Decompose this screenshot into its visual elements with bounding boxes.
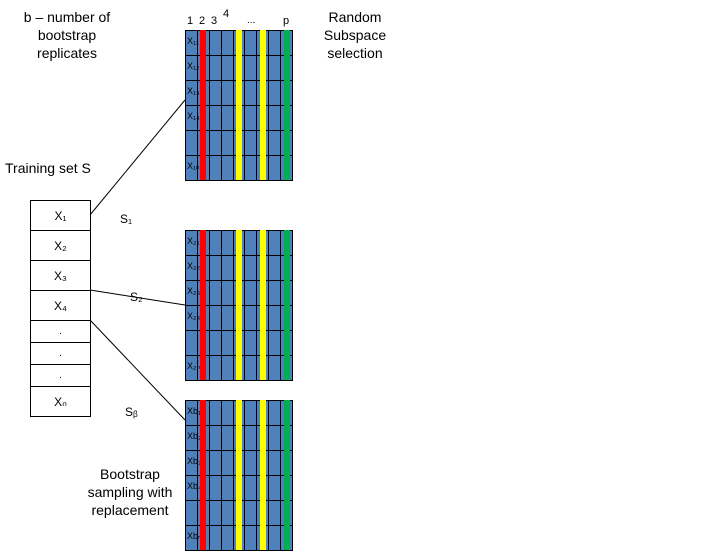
matrix-row-label: X₂₂ bbox=[187, 261, 200, 271]
training-cell: Xₙ bbox=[31, 387, 91, 417]
subset-matrix: Xb₁Xb₂Xb₃Xb₄Xbₙ bbox=[185, 400, 293, 550]
bootstrap-replicates-label: b – number of bootstrap replicates bbox=[12, 8, 122, 63]
feature-stripe bbox=[236, 400, 242, 550]
matrix-row-label: X₂ₙ bbox=[187, 361, 200, 372]
feature-stripe bbox=[284, 400, 290, 550]
feature-stripe bbox=[236, 30, 242, 180]
feature-stripe bbox=[260, 30, 266, 180]
col-header: 3 bbox=[211, 15, 217, 27]
bootstrap-sampling-label: Bootstrap sampling with replacement bbox=[75, 465, 185, 520]
training-cell: . bbox=[31, 321, 91, 343]
feature-stripe bbox=[200, 30, 206, 180]
col-header: 2 bbox=[199, 15, 205, 27]
matrix-row-label: X₁ₙ bbox=[187, 161, 200, 172]
matrix-row-label: X₁₃ bbox=[187, 86, 200, 96]
random-subspace-label: Random Subspace selection bbox=[310, 8, 400, 63]
matrix-row-label: X₂₁ bbox=[187, 236, 200, 246]
feature-stripe bbox=[200, 400, 206, 550]
training-cell: X₃ bbox=[31, 261, 91, 291]
col-header: ... bbox=[247, 15, 255, 26]
feature-stripe bbox=[260, 230, 266, 380]
col-header: 4 bbox=[223, 8, 229, 20]
training-set-label: Training set S bbox=[5, 160, 91, 176]
feature-stripe bbox=[260, 400, 266, 550]
training-cell: . bbox=[31, 365, 91, 387]
connector-lines bbox=[0, 0, 720, 540]
feature-stripe bbox=[236, 230, 242, 380]
feature-stripe bbox=[200, 230, 206, 380]
col-header: p bbox=[283, 15, 289, 27]
training-cell: . bbox=[31, 343, 91, 365]
subset-label-s2: S₂ bbox=[130, 290, 143, 304]
feature-stripe bbox=[284, 30, 290, 180]
training-set-table: X₁ X₂ X₃ X₄ . . . Xₙ bbox=[30, 200, 91, 417]
subset-label-sb: Sᵦ bbox=[125, 405, 138, 419]
training-cell: X₄ bbox=[31, 291, 91, 321]
feature-stripe bbox=[284, 230, 290, 380]
training-cell: X₁ bbox=[31, 201, 91, 231]
matrix-row-label: X₁₂ bbox=[187, 61, 200, 71]
matrix-row-label: X₂₃ bbox=[187, 286, 200, 296]
col-header: 1 bbox=[187, 15, 193, 27]
subset-label-s1: S₁ bbox=[120, 212, 132, 226]
matrix-row-label: X₂₄ bbox=[187, 311, 200, 321]
subset-matrix: X₂₁ X₂₂ X₂₃ X₂₄ X₂ₙ bbox=[185, 230, 293, 380]
training-cell: X₂ bbox=[31, 231, 91, 261]
subset-matrix: 1234...pX₁₁X₁₂X₁₃X₁₄X₁ₙ bbox=[185, 30, 293, 180]
matrix-row-label: Xb₁ bbox=[187, 406, 201, 416]
matrix-row-label: X₁₄ bbox=[187, 111, 200, 121]
matrix-row-label: X₁₁ bbox=[187, 36, 199, 46]
